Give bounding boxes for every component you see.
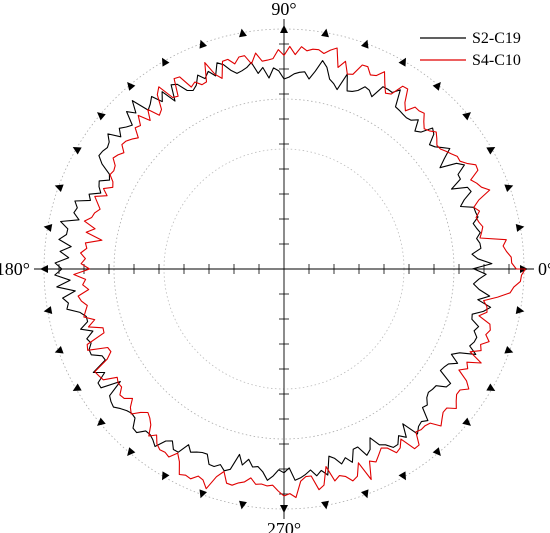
angle-marker xyxy=(515,306,525,314)
angle-marker xyxy=(462,417,471,426)
angle-marker xyxy=(360,489,369,499)
angle-marker xyxy=(40,265,48,273)
series-line-S4-C10 xyxy=(73,45,526,499)
angle-label-270: 270° xyxy=(267,519,301,533)
angle-marker xyxy=(280,25,288,33)
angle-marker xyxy=(127,447,136,456)
angle-marker xyxy=(486,383,496,391)
angle-marker xyxy=(54,345,64,354)
angle-marker xyxy=(486,147,496,155)
angle-marker xyxy=(462,112,471,121)
angle-label-0: 0° xyxy=(538,259,550,279)
series-line-S2-C19 xyxy=(54,60,493,481)
angle-marker xyxy=(97,112,106,121)
angle-marker xyxy=(398,471,406,481)
legend-label-S2-C19: S2-C19 xyxy=(472,30,521,47)
angle-marker xyxy=(43,224,53,232)
angle-label-180: 180° xyxy=(0,259,30,279)
angle-marker xyxy=(239,500,247,510)
angle-marker xyxy=(43,306,53,314)
angle-marker xyxy=(432,82,441,91)
angle-marker xyxy=(360,39,369,49)
legend-label-S4-C10: S4-C10 xyxy=(472,52,521,69)
angle-marker xyxy=(504,184,514,193)
angle-label-90: 90° xyxy=(271,0,296,19)
angle-marker xyxy=(72,147,82,155)
angle-marker xyxy=(504,345,514,354)
angle-marker xyxy=(515,224,525,232)
angle-marker xyxy=(54,184,64,193)
angle-marker xyxy=(398,57,406,67)
angle-marker xyxy=(199,39,208,49)
angle-marker xyxy=(280,505,288,513)
angle-marker xyxy=(97,417,106,426)
angle-marker xyxy=(321,500,329,510)
angle-marker xyxy=(321,28,329,38)
angle-marker xyxy=(162,57,170,67)
angle-marker xyxy=(162,471,170,481)
angle-marker xyxy=(127,82,136,91)
angle-marker xyxy=(199,489,208,499)
angle-marker xyxy=(432,447,441,456)
angle-marker xyxy=(239,28,247,38)
angle-marker xyxy=(72,383,82,391)
